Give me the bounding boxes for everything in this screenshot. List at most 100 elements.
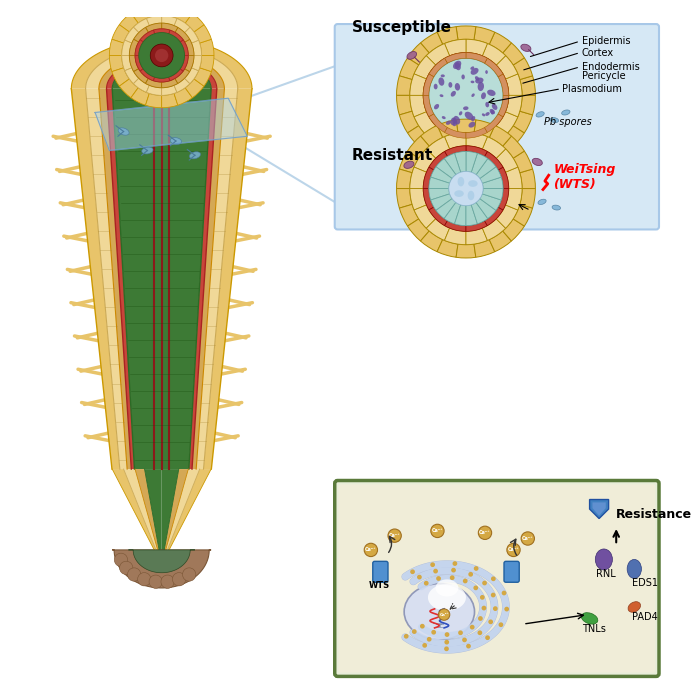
Ellipse shape <box>470 68 479 75</box>
Ellipse shape <box>561 110 570 115</box>
Wedge shape <box>407 219 429 241</box>
Wedge shape <box>496 205 518 228</box>
Wedge shape <box>437 120 458 137</box>
Circle shape <box>438 609 450 620</box>
Circle shape <box>404 634 409 638</box>
Polygon shape <box>99 89 132 469</box>
Ellipse shape <box>475 76 480 80</box>
Wedge shape <box>466 52 487 63</box>
Wedge shape <box>185 79 204 98</box>
Polygon shape <box>85 47 238 89</box>
Ellipse shape <box>481 92 486 99</box>
Ellipse shape <box>407 52 416 60</box>
Wedge shape <box>505 74 522 95</box>
Wedge shape <box>498 74 509 95</box>
Wedge shape <box>396 76 412 95</box>
Ellipse shape <box>489 109 495 114</box>
Wedge shape <box>146 78 162 88</box>
Ellipse shape <box>487 90 496 96</box>
Wedge shape <box>466 127 487 138</box>
Ellipse shape <box>492 104 498 110</box>
Wedge shape <box>130 55 139 71</box>
Wedge shape <box>437 146 458 164</box>
Wedge shape <box>180 55 188 71</box>
Circle shape <box>458 631 463 635</box>
Ellipse shape <box>452 118 456 123</box>
Text: Ca²⁺: Ca²⁺ <box>522 536 533 541</box>
Circle shape <box>444 632 449 637</box>
Circle shape <box>482 606 486 610</box>
Text: WeiTsing
(WTS): WeiTsing (WTS) <box>554 163 616 191</box>
Polygon shape <box>85 89 127 469</box>
Circle shape <box>482 580 487 585</box>
Wedge shape <box>421 231 442 252</box>
Text: RNL: RNL <box>596 568 616 579</box>
Wedge shape <box>456 151 476 164</box>
Ellipse shape <box>438 78 444 85</box>
Wedge shape <box>482 136 505 158</box>
Wedge shape <box>192 55 202 71</box>
Ellipse shape <box>170 138 181 144</box>
Ellipse shape <box>454 116 460 125</box>
Circle shape <box>138 573 151 586</box>
Polygon shape <box>435 580 458 596</box>
FancyBboxPatch shape <box>373 561 388 582</box>
Wedge shape <box>513 151 533 173</box>
Wedge shape <box>444 127 466 138</box>
Wedge shape <box>498 74 509 95</box>
Wedge shape <box>135 55 143 71</box>
Ellipse shape <box>550 118 559 122</box>
Circle shape <box>155 49 168 62</box>
Circle shape <box>468 572 473 577</box>
Wedge shape <box>180 40 188 55</box>
Wedge shape <box>503 219 524 241</box>
Wedge shape <box>109 39 124 55</box>
Wedge shape <box>169 30 183 42</box>
Polygon shape <box>135 469 159 550</box>
Wedge shape <box>424 188 434 210</box>
Ellipse shape <box>454 190 464 197</box>
Wedge shape <box>426 43 449 65</box>
Polygon shape <box>71 39 252 89</box>
Wedge shape <box>466 146 487 156</box>
Wedge shape <box>407 43 429 65</box>
Wedge shape <box>410 95 426 117</box>
Wedge shape <box>482 219 505 240</box>
Wedge shape <box>429 58 447 77</box>
Circle shape <box>127 568 141 581</box>
Circle shape <box>480 595 484 600</box>
Circle shape <box>430 524 444 538</box>
Wedge shape <box>410 188 426 210</box>
Text: Ca²⁺: Ca²⁺ <box>365 547 377 552</box>
Wedge shape <box>474 239 495 258</box>
Text: Endodermis: Endodermis <box>582 62 640 72</box>
Polygon shape <box>204 89 252 469</box>
Wedge shape <box>119 13 138 32</box>
Wedge shape <box>153 29 170 34</box>
Wedge shape <box>410 167 426 188</box>
Wedge shape <box>414 112 435 135</box>
Text: Plasmodium: Plasmodium <box>562 84 622 94</box>
Wedge shape <box>437 27 458 44</box>
Wedge shape <box>482 125 505 147</box>
Circle shape <box>417 575 422 580</box>
Ellipse shape <box>471 93 475 97</box>
Text: Ca²⁺: Ca²⁺ <box>432 528 443 533</box>
Ellipse shape <box>453 61 461 69</box>
Polygon shape <box>71 89 120 469</box>
Ellipse shape <box>536 112 544 117</box>
Ellipse shape <box>468 122 475 127</box>
Polygon shape <box>99 54 225 89</box>
Wedge shape <box>482 43 505 65</box>
Polygon shape <box>189 89 217 469</box>
Ellipse shape <box>485 112 490 116</box>
Wedge shape <box>503 126 524 148</box>
Wedge shape <box>131 88 149 105</box>
Ellipse shape <box>477 82 484 91</box>
Ellipse shape <box>442 116 446 119</box>
Wedge shape <box>424 74 434 95</box>
Circle shape <box>474 566 479 570</box>
Wedge shape <box>426 219 449 240</box>
Wedge shape <box>484 151 503 170</box>
Circle shape <box>444 646 449 651</box>
